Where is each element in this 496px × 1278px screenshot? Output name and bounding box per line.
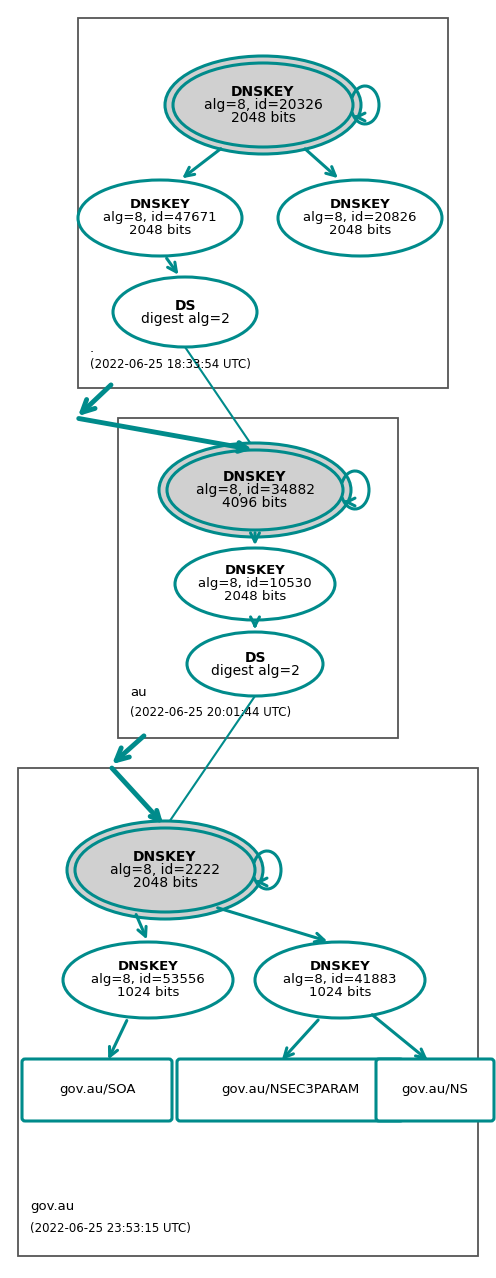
FancyBboxPatch shape [376, 1059, 494, 1121]
Text: alg=8, id=20326: alg=8, id=20326 [203, 98, 322, 112]
Text: (2022-06-25 18:33:54 UTC): (2022-06-25 18:33:54 UTC) [90, 358, 251, 371]
Text: alg=8, id=41883: alg=8, id=41883 [283, 974, 397, 987]
Ellipse shape [113, 277, 257, 348]
Text: digest alg=2: digest alg=2 [211, 663, 300, 677]
Text: DNSKEY: DNSKEY [129, 198, 190, 211]
Ellipse shape [67, 820, 263, 919]
Text: alg=8, id=47671: alg=8, id=47671 [103, 211, 217, 225]
Text: gov.au/NS: gov.au/NS [402, 1084, 468, 1097]
Text: (2022-06-25 23:53:15 UTC): (2022-06-25 23:53:15 UTC) [30, 1222, 191, 1235]
Text: DNSKEY: DNSKEY [223, 470, 287, 484]
Text: gov.au: gov.au [30, 1200, 74, 1213]
Ellipse shape [159, 443, 351, 537]
Ellipse shape [175, 548, 335, 620]
Text: 2048 bits: 2048 bits [224, 590, 286, 603]
Text: .: . [90, 343, 94, 355]
Text: 2048 bits: 2048 bits [231, 111, 296, 125]
Ellipse shape [255, 942, 425, 1019]
FancyBboxPatch shape [177, 1059, 403, 1121]
Text: alg=8, id=34882: alg=8, id=34882 [195, 483, 314, 497]
Text: gov.au/NSEC3PARAM: gov.au/NSEC3PARAM [221, 1084, 359, 1097]
Ellipse shape [63, 942, 233, 1019]
Ellipse shape [173, 63, 353, 147]
Text: alg=8, id=20826: alg=8, id=20826 [303, 211, 417, 225]
Text: DNSKEY: DNSKEY [330, 198, 390, 211]
Text: 1024 bits: 1024 bits [117, 987, 179, 999]
Bar [118, 418, 398, 737]
Text: DNSKEY: DNSKEY [225, 565, 285, 578]
Text: DNSKEY: DNSKEY [231, 86, 295, 98]
Text: 2048 bits: 2048 bits [129, 225, 191, 238]
FancyBboxPatch shape [22, 1059, 172, 1121]
Text: DS: DS [244, 651, 266, 665]
Text: alg=8, id=2222: alg=8, id=2222 [110, 863, 220, 877]
Text: 1024 bits: 1024 bits [309, 987, 371, 999]
Ellipse shape [78, 180, 242, 256]
Text: alg=8, id=53556: alg=8, id=53556 [91, 974, 205, 987]
Ellipse shape [75, 828, 255, 912]
Bar [18, 768, 478, 1256]
Ellipse shape [187, 633, 323, 697]
Text: DNSKEY: DNSKEY [310, 961, 371, 974]
Ellipse shape [165, 56, 361, 155]
Text: 4096 bits: 4096 bits [223, 496, 288, 510]
Text: alg=8, id=10530: alg=8, id=10530 [198, 578, 312, 590]
Text: DNSKEY: DNSKEY [118, 961, 179, 974]
Text: digest alg=2: digest alg=2 [140, 312, 230, 326]
Text: 2048 bits: 2048 bits [329, 225, 391, 238]
Text: DS: DS [174, 299, 196, 313]
Text: (2022-06-25 20:01:44 UTC): (2022-06-25 20:01:44 UTC) [130, 705, 291, 720]
Bar [78, 18, 448, 389]
Ellipse shape [278, 180, 442, 256]
Text: au: au [130, 686, 147, 699]
Text: 2048 bits: 2048 bits [132, 875, 197, 889]
Text: DNSKEY: DNSKEY [133, 850, 197, 864]
Ellipse shape [167, 450, 343, 530]
Text: gov.au/SOA: gov.au/SOA [59, 1084, 135, 1097]
